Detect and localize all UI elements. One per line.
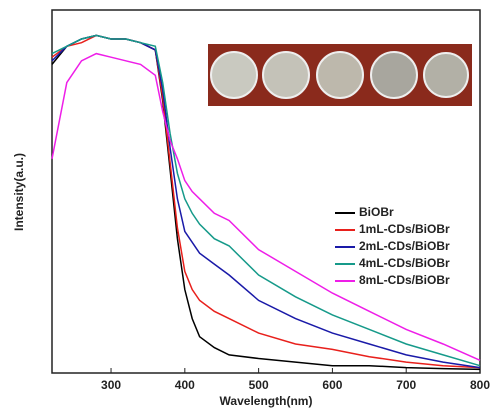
legend-label: 4mL-CDs/BiOBr (359, 256, 450, 270)
x-tick-label: 700 (396, 378, 416, 392)
x-tick-label: 600 (322, 378, 342, 392)
x-tick-label: 300 (101, 378, 121, 392)
x-tick-label: 500 (249, 378, 269, 392)
y-axis-label: Intensity(a.u.) (12, 153, 26, 231)
inset-photo (208, 44, 472, 106)
series-line (51, 52, 481, 361)
plot-frame (51, 9, 481, 374)
sample-disc (423, 52, 469, 98)
legend-label: 2mL-CDs/BiOBr (359, 239, 450, 253)
sample-disc (316, 51, 364, 99)
sample-disc (210, 51, 258, 99)
legend-label: BiOBr (359, 205, 394, 219)
sample-disc (370, 51, 418, 99)
x-tick-label: 800 (470, 378, 490, 392)
x-axis-label: Wavelength(nm) (220, 394, 313, 408)
sample-disc (262, 51, 310, 99)
legend-label: 1mL-CDs/BiOBr (359, 222, 450, 236)
x-tick-label: 400 (175, 378, 195, 392)
legend-label: 8mL-CDs/BiOBr (359, 273, 450, 287)
series-line (51, 34, 481, 367)
